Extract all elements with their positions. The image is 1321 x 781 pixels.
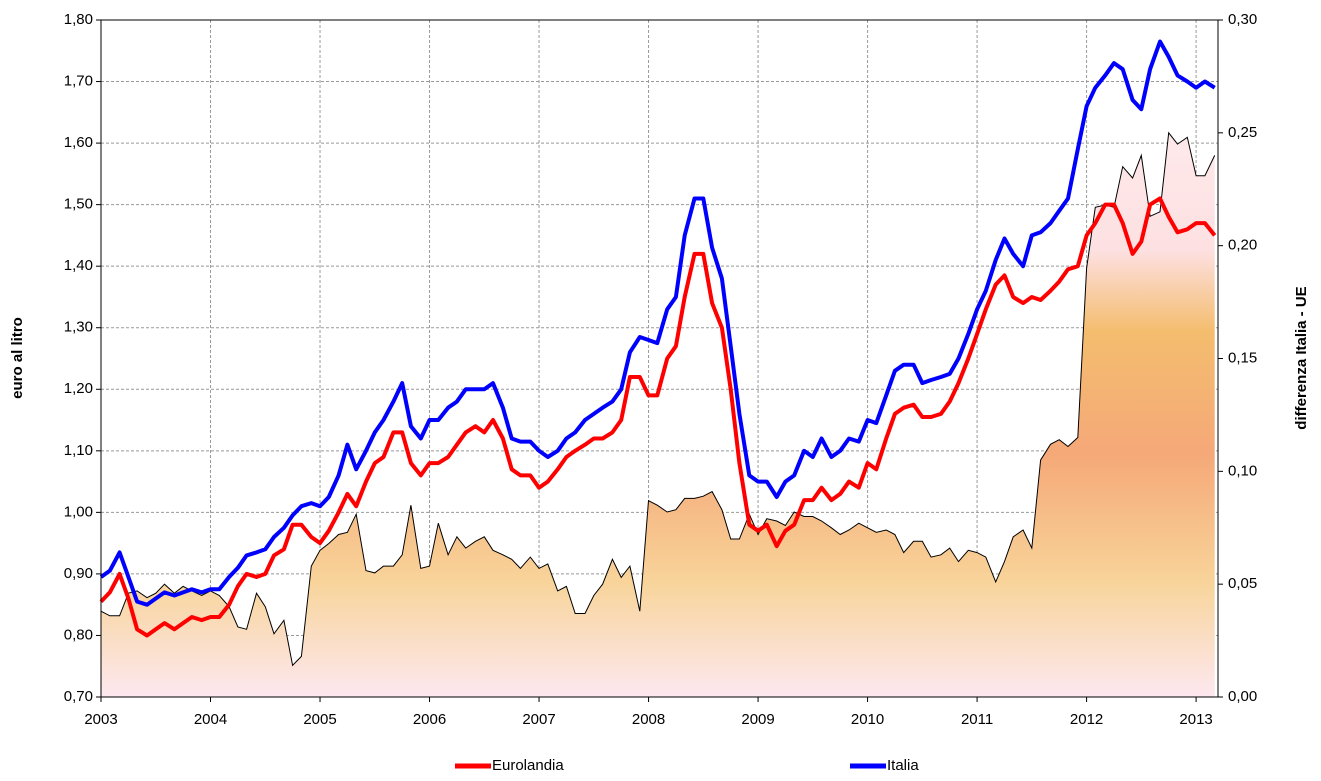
x-tick-label: 2013: [1179, 711, 1212, 728]
legend-label: Eurolandia: [492, 757, 564, 774]
plot-border: [100, 19, 1219, 698]
y-tick-label: 1,10: [64, 442, 93, 459]
y2-tick-label: 0,05: [1228, 575, 1257, 592]
y-tick-label: 1,00: [64, 503, 93, 520]
y-tick-label: 1,70: [64, 73, 93, 90]
x-tick-label: 2003: [84, 711, 117, 728]
x-tick-label: 2009: [741, 711, 774, 728]
y-tick-label: 1,20: [64, 380, 93, 397]
y2-tick-label: 0,30: [1228, 11, 1257, 28]
y-tick-label: 0,80: [64, 626, 93, 643]
y-tick-label: 1,30: [64, 319, 93, 336]
x-tick-label: 2010: [851, 711, 884, 728]
y-tick-label: 1,50: [64, 196, 93, 213]
y2-tick-label: 0,10: [1228, 462, 1257, 479]
y2-axis-label: differenza Italia - UE: [1293, 286, 1310, 429]
x-tick-label: 2006: [413, 711, 446, 728]
y-tick-label: 1,60: [64, 134, 93, 151]
y-tick-label: 0,90: [64, 565, 93, 582]
y2-tick-label: 0,00: [1228, 688, 1257, 705]
x-tick-label: 2005: [303, 711, 336, 728]
y2-tick-label: 0,20: [1228, 237, 1257, 254]
x-tick-label: 2011: [961, 711, 993, 728]
area-line: [100, 131, 1216, 697]
y-tick-label: 1,80: [64, 11, 93, 28]
y2-tick-label: 0,15: [1228, 349, 1257, 366]
x-tick-label: 2008: [632, 711, 665, 728]
x-tick-label: 2012: [1070, 711, 1103, 728]
area-fill: [101, 132, 1215, 698]
line: [99, 196, 1217, 638]
y2-tick-label: 0,25: [1228, 124, 1257, 141]
x-tick-label: 2007: [522, 711, 555, 728]
x-tick-label: 2004: [194, 711, 227, 728]
legend-label: Italia: [887, 757, 919, 774]
line: [99, 39, 1216, 607]
y-tick-label: 1,40: [64, 257, 93, 274]
y-tick-label: 0,70: [64, 688, 93, 705]
y-axis-label: euro al litro: [9, 317, 26, 399]
